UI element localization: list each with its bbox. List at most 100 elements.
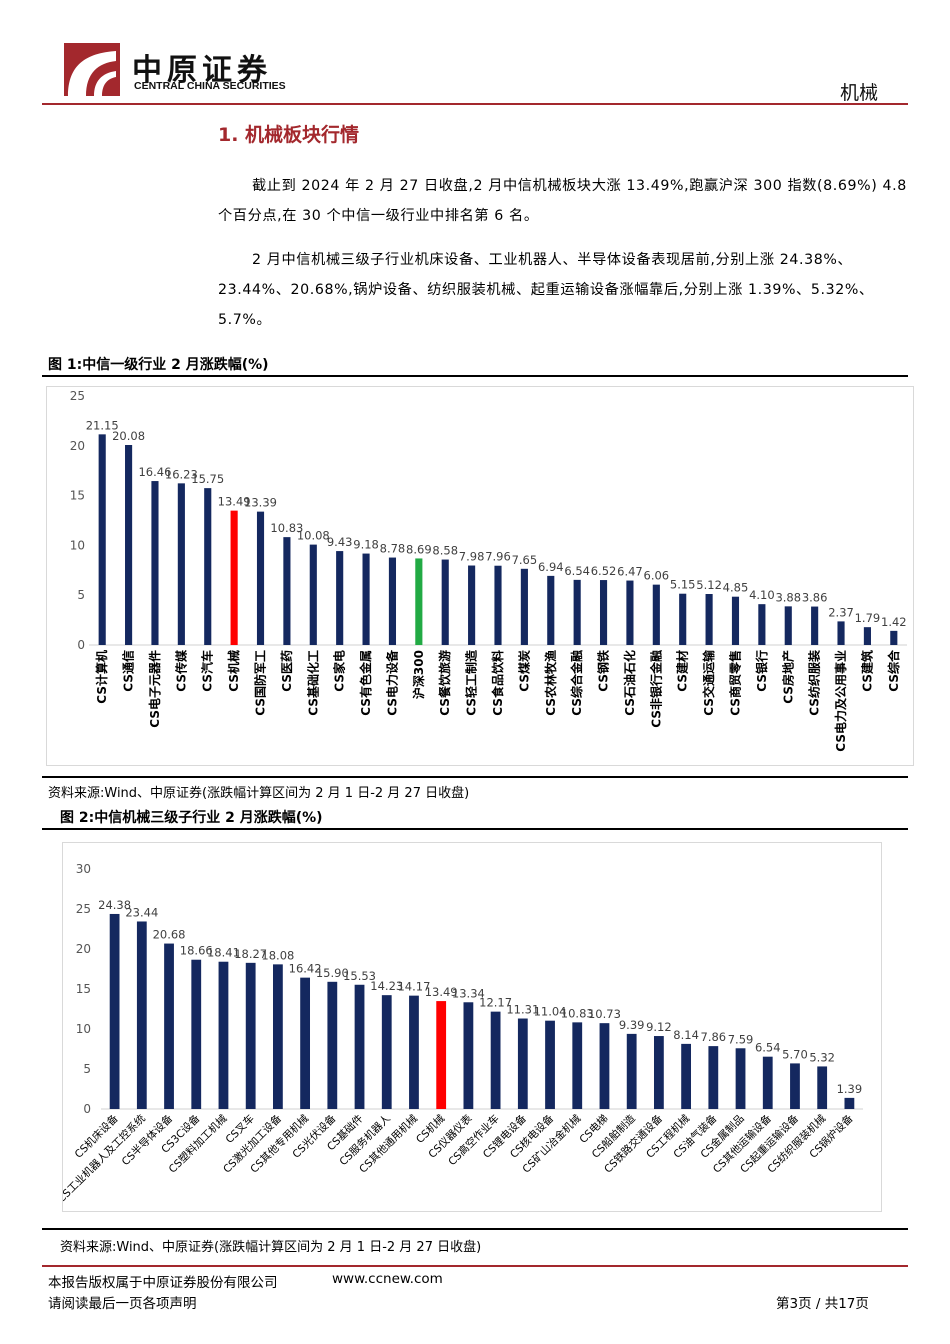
figure1-top-rule <box>42 375 908 377</box>
bar <box>784 606 792 645</box>
y-tick-label: 0 <box>77 638 85 652</box>
logo-cn-text: 中原证券 <box>132 53 272 88</box>
bar <box>731 596 740 645</box>
y-tick-label: 25 <box>76 902 91 916</box>
figure2-top-rule <box>42 828 908 830</box>
data-label: 1.42 <box>881 615 907 629</box>
data-label: 18.08 <box>261 948 294 962</box>
data-label: 18.41 <box>207 946 240 960</box>
bar <box>245 962 256 1109</box>
paragraph-1: 截止到 2024 年 2 月 27 日收盘,2 月中信机械板块大涨 13.49%… <box>218 178 907 224</box>
y-tick-label: 5 <box>83 1062 91 1076</box>
data-label: 5.32 <box>809 1050 835 1064</box>
bar <box>817 1066 828 1109</box>
data-label: 6.52 <box>591 564 617 578</box>
bar <box>336 551 344 645</box>
bar <box>679 593 687 645</box>
y-tick-label: 10 <box>76 1022 91 1036</box>
category-label: CS家电 <box>332 650 347 692</box>
data-label: 3.86 <box>802 591 828 605</box>
data-label: 11.31 <box>506 1003 539 1017</box>
bar <box>520 568 528 645</box>
bar <box>735 1048 746 1109</box>
bar <box>362 553 370 645</box>
category-label: CS银行 <box>754 650 769 692</box>
data-label: 6.54 <box>564 564 590 578</box>
y-tick-label: 10 <box>70 538 85 552</box>
bar <box>758 604 766 645</box>
category-label: CS商贸零售 <box>727 650 742 716</box>
bar <box>890 630 898 645</box>
category-label: CS国防军工 <box>253 650 268 716</box>
category-label: CS综合金融 <box>569 650 584 716</box>
logo-en-text: CENTRAL CHINA SECURITIES <box>134 80 286 92</box>
data-label: 9.39 <box>619 1018 645 1032</box>
figure2-chart: 0 5 10 15 20 25 30 24.38 CS机床设备 23.44 CS工业机器人及工控系统… <box>55 842 882 1212</box>
y-tick-label: 15 <box>76 982 91 996</box>
data-label: 13.49 <box>218 495 251 509</box>
data-label: 4.10 <box>749 588 775 602</box>
bar <box>191 959 202 1109</box>
paragraph-2: 2 月中信机械三级子行业机床设备、工业机器人、半导体设备表现居前,分别上涨 24… <box>218 252 874 328</box>
bar <box>599 580 608 645</box>
data-label: 6.94 <box>538 560 564 574</box>
category-label: CS计算机 <box>94 650 109 704</box>
data-label: 5.12 <box>696 578 722 592</box>
figure1-bottom-rule <box>42 776 908 778</box>
data-label: 9.18 <box>353 538 379 552</box>
bar <box>256 511 265 645</box>
category-label: CS石油石化 <box>622 650 637 716</box>
category-label: CS有色金属 <box>358 650 373 716</box>
data-label: 6.54 <box>755 1041 781 1055</box>
bar <box>354 984 365 1109</box>
header-divider <box>42 103 908 105</box>
bar <box>125 445 133 645</box>
bar <box>327 981 338 1109</box>
footer-website-link[interactable]: www.ccnew.com <box>332 1271 443 1287</box>
bar <box>441 559 449 645</box>
category-label: CS建筑 <box>859 650 874 692</box>
category-label: CS医药 <box>279 650 294 692</box>
category-label: CS通信 <box>121 650 136 692</box>
figure2-bottom-rule <box>42 1228 908 1230</box>
data-label: 6.47 <box>617 565 643 579</box>
data-label: 15.90 <box>316 966 349 980</box>
figure2-source: 资料来源:Wind、中原证券(涨跌幅计算区间为 2 月 1 日-2 月 27 日… <box>60 1240 482 1255</box>
footer-divider <box>42 1265 908 1267</box>
data-label: 10.83 <box>270 521 303 535</box>
y-tick-label: 25 <box>70 389 85 403</box>
bar <box>230 510 238 645</box>
bar <box>136 921 147 1109</box>
bar <box>177 483 185 645</box>
bar <box>811 606 819 645</box>
data-label: 5.15 <box>670 578 696 592</box>
footer-page-number: 第3页 / 共17页 <box>776 1296 869 1312</box>
figure1-title: 图 1:中信一级行业 2 月涨跌幅(%) <box>48 357 269 373</box>
data-label: 10.73 <box>588 1007 621 1021</box>
bar <box>381 995 392 1109</box>
category-label: CS煤炭 <box>516 650 531 692</box>
figure2-title: 图 2:中信机械三级子行业 2 月涨跌幅(%) <box>60 810 323 826</box>
data-label: 10.83 <box>561 1006 594 1020</box>
category-label: CS综合 <box>886 649 901 692</box>
bar <box>705 594 713 645</box>
y-tick-label: 5 <box>77 588 85 602</box>
data-label: 2.37 <box>828 605 854 619</box>
chart1-svg: 0 5 10 15 20 25 21.15 CS计算机 20.08 CS通信 16.46 CS电子元器… <box>70 389 907 752</box>
bar <box>573 579 581 645</box>
bar <box>463 1002 474 1109</box>
bar <box>109 913 120 1109</box>
report-category: 机械 <box>840 82 879 104</box>
category-label: CS传媒 <box>173 649 188 692</box>
bar <box>517 1018 528 1109</box>
data-label: 8.78 <box>380 542 406 556</box>
bar <box>790 1063 800 1109</box>
footer-copyright: 本报告版权属于中原证券股份有限公司 <box>48 1275 278 1291</box>
category-label: CS非银行金融 <box>648 650 663 728</box>
data-label: 16.42 <box>289 962 322 976</box>
category-label: CS餐饮旅游 <box>437 650 452 716</box>
figure1-source: 资料来源:Wind、中原证券(涨跌幅计算区间为 2 月 1 日-2 月 27 日… <box>48 786 470 801</box>
bar <box>151 481 159 645</box>
bar <box>468 565 476 645</box>
category-label: CS建材 <box>675 650 690 692</box>
